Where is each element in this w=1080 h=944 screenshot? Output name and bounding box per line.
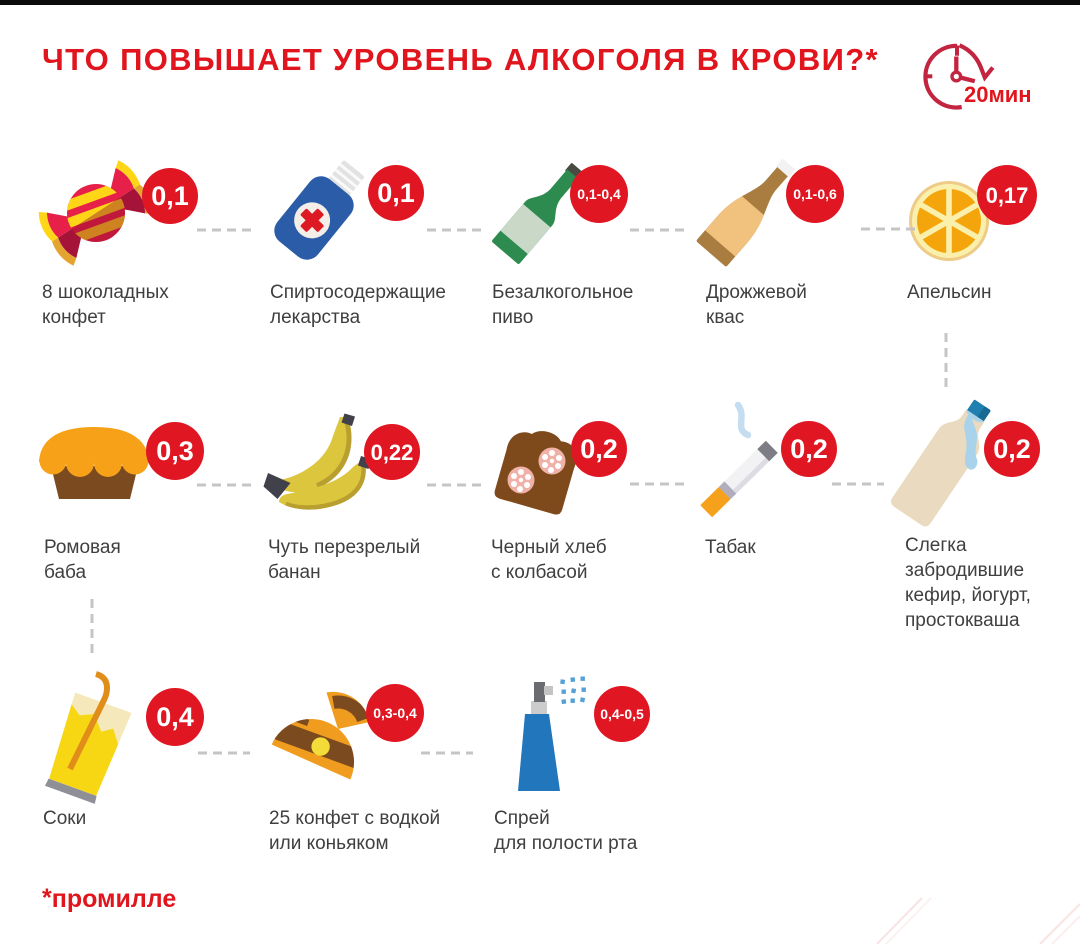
svg-text:0,3: 0,3: [156, 436, 194, 466]
svg-text:0,4-0,5: 0,4-0,5: [600, 706, 644, 722]
svg-text:0,2: 0,2: [993, 434, 1031, 464]
svg-text:0,22: 0,22: [371, 440, 414, 465]
svg-text:0,1-0,6: 0,1-0,6: [793, 186, 837, 202]
svg-text:0,1: 0,1: [377, 178, 415, 208]
svg-text:0,17: 0,17: [986, 183, 1029, 208]
svg-text:0,1: 0,1: [151, 181, 189, 211]
svg-text:20мин: 20мин: [964, 82, 1032, 107]
svg-text:0,2: 0,2: [580, 434, 618, 464]
svg-text:0,2: 0,2: [790, 434, 828, 464]
svg-text:0,3-0,4: 0,3-0,4: [373, 705, 417, 721]
svg-text:0,1-0,4: 0,1-0,4: [577, 186, 621, 202]
svg-text:0,4: 0,4: [156, 702, 194, 732]
